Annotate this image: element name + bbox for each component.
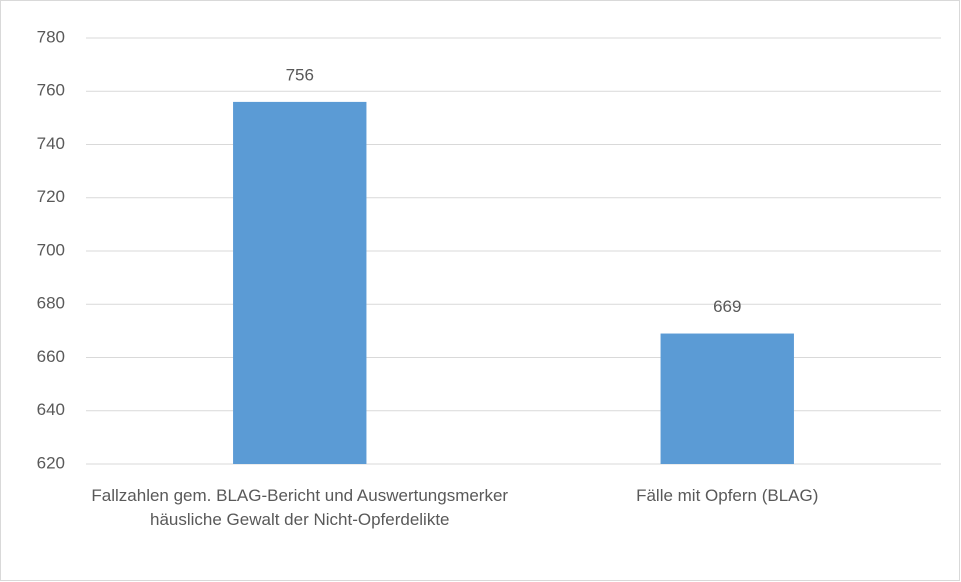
data-label: 669 — [713, 297, 741, 316]
x-tick-label: Fälle mit Opfern (BLAG) — [636, 486, 819, 505]
y-tick-label: 620 — [37, 453, 65, 472]
y-tick-label: 640 — [37, 400, 65, 419]
y-tick-label: 700 — [37, 240, 65, 259]
y-tick-label: 780 — [37, 27, 65, 46]
y-tick-label: 680 — [37, 294, 65, 313]
y-tick-label: 760 — [37, 81, 65, 100]
y-tick-label: 660 — [37, 347, 65, 366]
x-tick-label: Fallzahlen gem. BLAG-Bericht und Auswert… — [91, 486, 509, 529]
data-label: 756 — [286, 65, 314, 84]
bar — [660, 333, 794, 464]
bar — [233, 101, 367, 465]
y-tick-label: 740 — [37, 134, 65, 153]
y-tick-label: 720 — [37, 187, 65, 206]
